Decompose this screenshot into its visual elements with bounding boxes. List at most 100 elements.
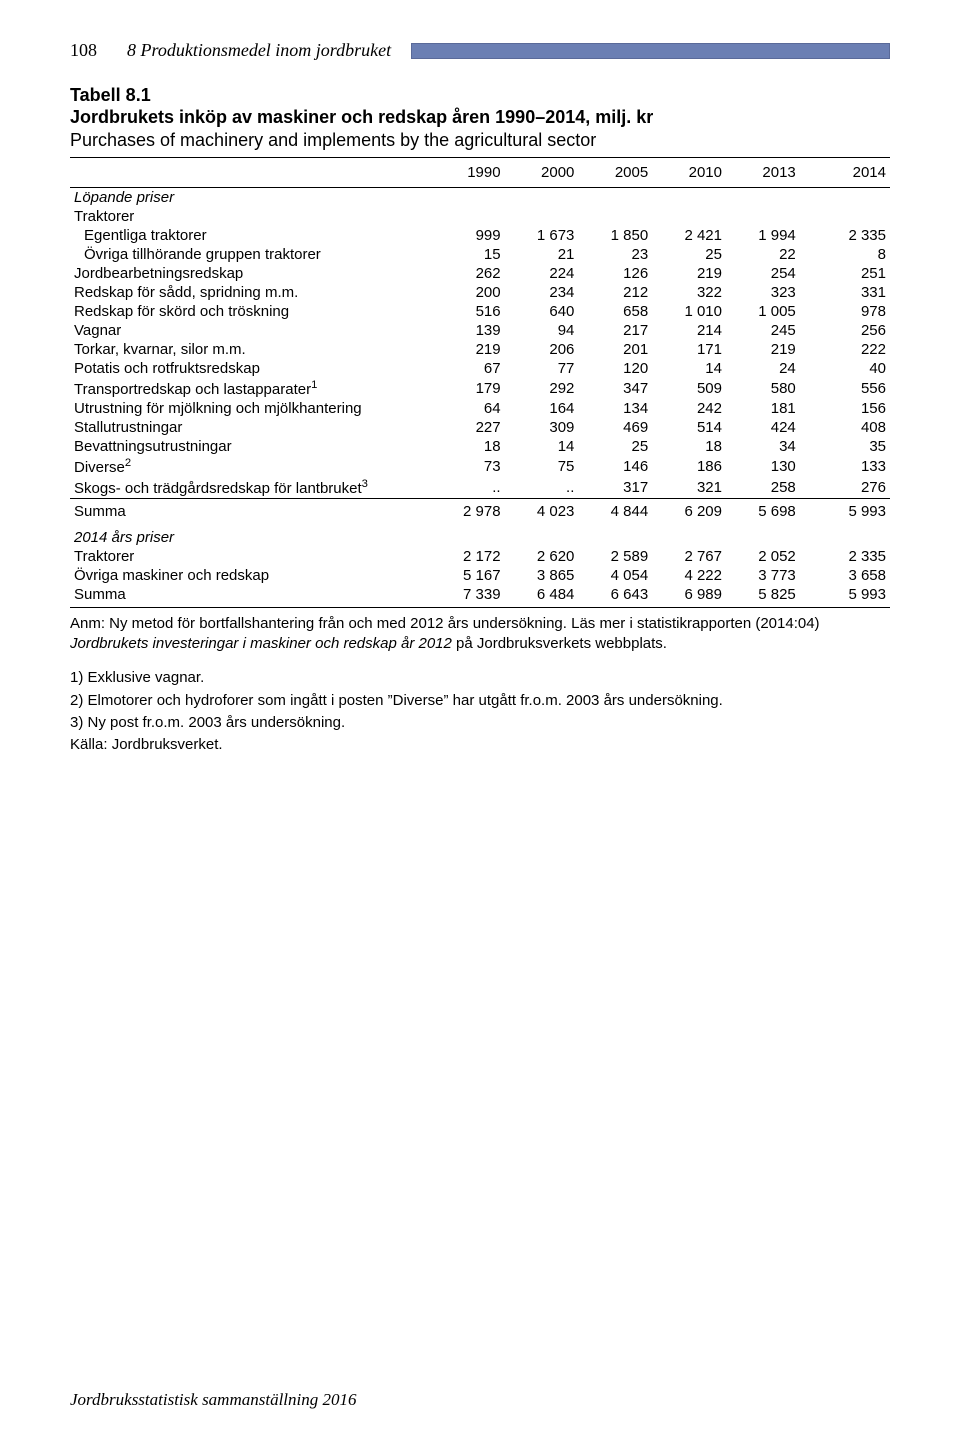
col-header: 2000 <box>505 157 579 187</box>
cell: 242 <box>652 399 726 418</box>
row-label: Utrustning för mjölkning och mjölkhanter… <box>70 399 431 418</box>
table-row: Traktorer <box>70 207 890 226</box>
row-label: 2014 års priser <box>70 521 431 547</box>
cell: 262 <box>431 264 505 283</box>
cell: 24 <box>726 359 800 378</box>
row-label: Potatis och rotfruktsredskap <box>70 359 431 378</box>
cell: 120 <box>578 359 652 378</box>
cell: 2 172 <box>431 547 505 566</box>
cell: 408 <box>800 418 890 437</box>
cell: 323 <box>726 283 800 302</box>
col-header: 2013 <box>726 157 800 187</box>
cell: 164 <box>505 399 579 418</box>
table-row: Skogs- och trädgårdsredskap för lantbruk… <box>70 477 890 499</box>
cell: 6 209 <box>652 498 726 521</box>
cell: 214 <box>652 321 726 340</box>
cell: 206 <box>505 340 579 359</box>
cell: 276 <box>800 477 890 499</box>
cell: 4 222 <box>652 566 726 585</box>
cell: 171 <box>652 340 726 359</box>
cell <box>652 187 726 207</box>
table-title: Jordbrukets inköp av maskiner och redska… <box>70 106 890 129</box>
cell: 1 005 <box>726 302 800 321</box>
cell: 469 <box>578 418 652 437</box>
data-table: 1990 2000 2005 2010 2013 2014 Löpande pr… <box>70 157 890 608</box>
cell <box>505 187 579 207</box>
row-label: Diverse2 <box>70 456 431 477</box>
cell: 18 <box>431 437 505 456</box>
cell <box>652 521 726 547</box>
cell: 22 <box>726 245 800 264</box>
row-label: Redskap för sådd, spridning m.m. <box>70 283 431 302</box>
cell: 1 673 <box>505 226 579 245</box>
cell <box>431 207 505 226</box>
row-label: Vagnar <box>70 321 431 340</box>
cell: 317 <box>578 477 652 499</box>
cell: 4 054 <box>578 566 652 585</box>
cell: 34 <box>726 437 800 456</box>
row-label: Torkar, kvarnar, silor m.m. <box>70 340 431 359</box>
cell: 256 <box>800 321 890 340</box>
cell: 514 <box>652 418 726 437</box>
row-label: Traktorer <box>70 207 431 226</box>
cell: 245 <box>726 321 800 340</box>
cell <box>800 207 890 226</box>
cell: 347 <box>578 378 652 399</box>
cell: 40 <box>800 359 890 378</box>
cell: 234 <box>505 283 579 302</box>
cell: 640 <box>505 302 579 321</box>
cell: 146 <box>578 456 652 477</box>
cell: 2 335 <box>800 226 890 245</box>
cell: 64 <box>431 399 505 418</box>
cell: 224 <box>505 264 579 283</box>
cell: 130 <box>726 456 800 477</box>
row-label: Traktorer <box>70 547 431 566</box>
cell: 4 844 <box>578 498 652 521</box>
cell <box>578 187 652 207</box>
page-number: 108 <box>70 40 97 61</box>
cell: 6 989 <box>652 585 726 608</box>
cell: 219 <box>652 264 726 283</box>
table-subtitle: Purchases of machinery and implements by… <box>70 129 890 152</box>
cell: 322 <box>652 283 726 302</box>
cell: 999 <box>431 226 505 245</box>
cell <box>652 207 726 226</box>
cell <box>726 187 800 207</box>
row-label: Redskap för skörd och tröskning <box>70 302 431 321</box>
col-header: 2010 <box>652 157 726 187</box>
cell: 6 484 <box>505 585 579 608</box>
table-row: 2014 års priser <box>70 521 890 547</box>
footnotes: Anm: Ny metod för bortfallshantering frå… <box>70 614 890 756</box>
cell: 658 <box>578 302 652 321</box>
col-header: 2005 <box>578 157 652 187</box>
cell: 133 <box>800 456 890 477</box>
cell: 139 <box>431 321 505 340</box>
table-row: Utrustning för mjölkning och mjölkhanter… <box>70 399 890 418</box>
cell: 227 <box>431 418 505 437</box>
cell: 509 <box>652 378 726 399</box>
row-label: Bevattningsutrustningar <box>70 437 431 456</box>
cell: .. <box>505 477 579 499</box>
row-label: Löpande priser <box>70 187 431 207</box>
cell: 254 <box>726 264 800 283</box>
table-row: Torkar, kvarnar, silor m.m.2192062011712… <box>70 340 890 359</box>
cell <box>800 521 890 547</box>
cell: 2 052 <box>726 547 800 566</box>
cell <box>578 207 652 226</box>
page-footer: Jordbruksstatistisk sammanställning 2016 <box>70 1390 357 1410</box>
cell: 1 010 <box>652 302 726 321</box>
cell: 5 993 <box>800 585 890 608</box>
cell: 1 850 <box>578 226 652 245</box>
cell <box>505 521 579 547</box>
table-row: Potatis och rotfruktsredskap677712014244… <box>70 359 890 378</box>
table-row: Egentliga traktorer9991 6731 8502 4211 9… <box>70 226 890 245</box>
row-label: Skogs- och trädgårdsredskap för lantbruk… <box>70 477 431 499</box>
table-row: Summa7 3396 4846 6436 9895 8255 993 <box>70 585 890 608</box>
col-header: 2014 <box>800 157 890 187</box>
table-label: Tabell 8.1 <box>70 85 890 106</box>
table-body: Löpande priserTraktorerEgentliga traktor… <box>70 187 890 607</box>
cell: 3 773 <box>726 566 800 585</box>
table-row: Övriga tillhörande gruppen traktorer1521… <box>70 245 890 264</box>
cell: 7 339 <box>431 585 505 608</box>
row-label: Transportredskap och lastapparater1 <box>70 378 431 399</box>
